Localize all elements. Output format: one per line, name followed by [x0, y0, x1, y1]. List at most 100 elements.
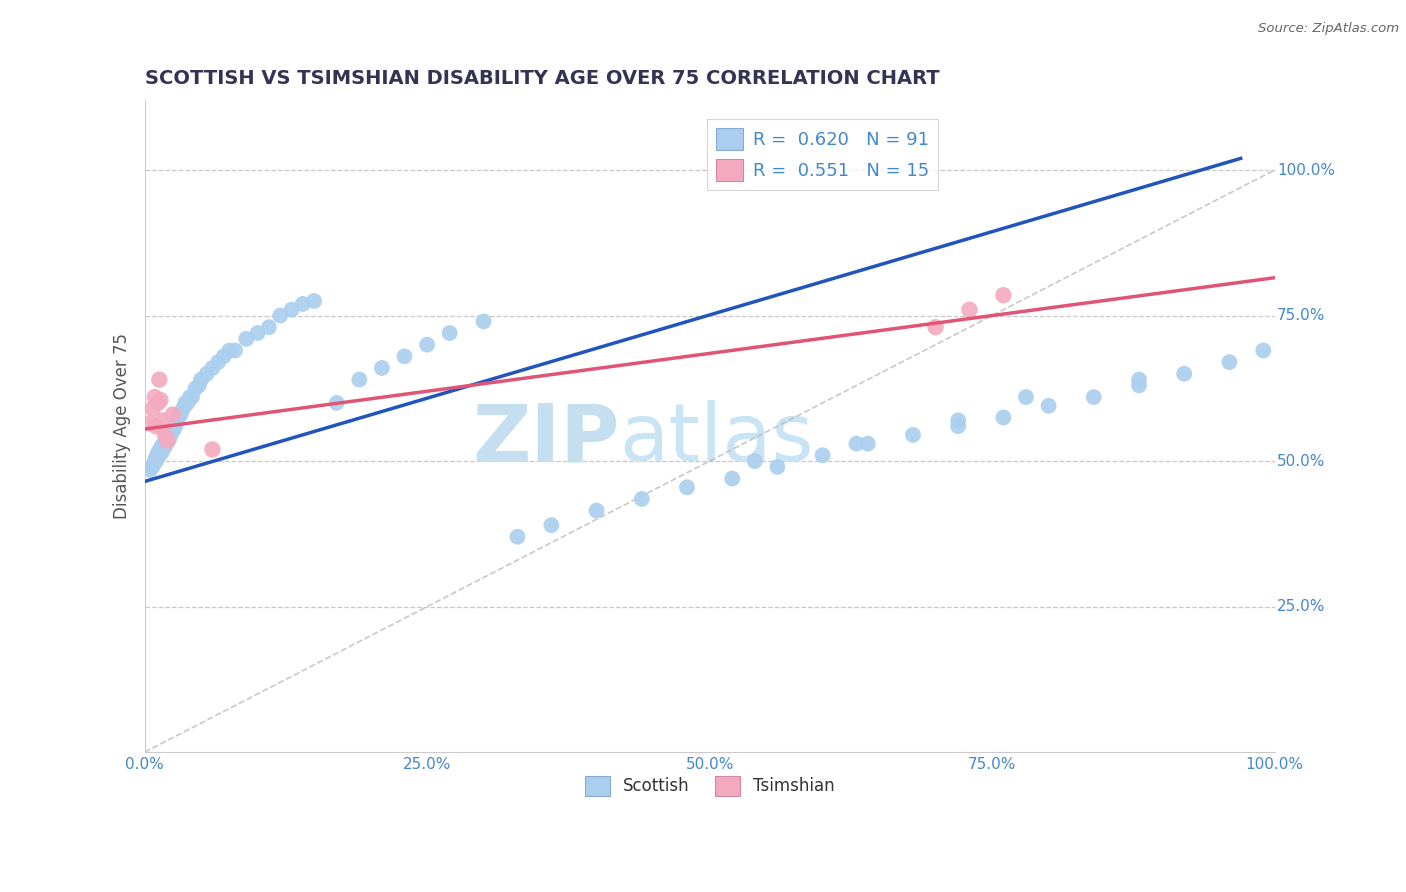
Point	[349, 373, 371, 387]
Point	[630, 491, 652, 506]
Point	[280, 302, 302, 317]
Point	[153, 440, 176, 454]
Point	[152, 413, 174, 427]
Point	[184, 381, 207, 395]
Point	[924, 320, 946, 334]
Point	[901, 428, 924, 442]
Point	[155, 434, 177, 448]
Point	[145, 454, 167, 468]
Point	[218, 343, 240, 358]
Point	[152, 442, 174, 457]
Point	[149, 442, 172, 457]
Point	[156, 434, 179, 448]
Point	[1251, 343, 1274, 358]
Point	[153, 436, 176, 450]
Point	[162, 408, 184, 422]
Point	[149, 392, 172, 407]
Point	[959, 302, 981, 317]
Text: 75.0%: 75.0%	[1277, 308, 1326, 323]
Point	[246, 326, 269, 340]
Point	[195, 367, 218, 381]
Point	[174, 396, 197, 410]
Point	[150, 445, 173, 459]
Point	[325, 396, 347, 410]
Point	[845, 436, 868, 450]
Point	[143, 454, 166, 468]
Point	[585, 503, 607, 517]
Point	[146, 445, 169, 459]
Point	[190, 373, 212, 387]
Point	[159, 428, 181, 442]
Point	[1038, 399, 1060, 413]
Point	[166, 413, 188, 427]
Text: SCOTTISH VS TSIMSHIAN DISABILITY AGE OVER 75 CORRELATION CHART: SCOTTISH VS TSIMSHIAN DISABILITY AGE OVE…	[145, 69, 939, 87]
Point	[212, 349, 235, 363]
Point	[766, 459, 789, 474]
Point	[153, 428, 176, 442]
Point	[472, 314, 495, 328]
Point	[148, 448, 170, 462]
Point	[1128, 373, 1150, 387]
Point	[1128, 378, 1150, 392]
Point	[172, 401, 194, 416]
Point	[146, 448, 169, 462]
Text: 50.0%: 50.0%	[1277, 454, 1326, 468]
Point	[156, 431, 179, 445]
Point	[165, 417, 187, 431]
Point	[146, 448, 169, 462]
Point	[1218, 355, 1240, 369]
Point	[155, 436, 177, 450]
Point	[159, 431, 181, 445]
Point	[156, 434, 179, 448]
Point	[162, 422, 184, 436]
Text: 25.0%: 25.0%	[1277, 599, 1326, 614]
Point	[176, 396, 198, 410]
Point	[148, 445, 170, 459]
Point	[993, 288, 1015, 302]
Text: atlas: atlas	[619, 401, 814, 478]
Point	[148, 373, 170, 387]
Point	[394, 349, 416, 363]
Point	[143, 390, 166, 404]
Point	[371, 361, 394, 376]
Legend: Scottish, Tsimshian: Scottish, Tsimshian	[578, 769, 841, 803]
Point	[139, 417, 162, 431]
Point	[145, 419, 167, 434]
Point	[302, 293, 325, 308]
Point	[744, 454, 766, 468]
Point	[207, 355, 229, 369]
Point	[224, 343, 246, 358]
Point	[146, 451, 169, 466]
Point	[540, 518, 562, 533]
Point	[721, 472, 744, 486]
Point	[150, 442, 173, 457]
Y-axis label: Disability Age Over 75: Disability Age Over 75	[114, 334, 131, 519]
Point	[159, 428, 181, 442]
Point	[157, 434, 180, 448]
Point	[856, 436, 879, 450]
Point	[416, 337, 439, 351]
Point	[139, 463, 162, 477]
Point	[150, 440, 173, 454]
Point	[181, 390, 204, 404]
Point	[153, 436, 176, 450]
Point	[257, 320, 280, 334]
Point	[146, 396, 169, 410]
Point	[1173, 367, 1195, 381]
Point	[167, 408, 190, 422]
Point	[201, 361, 224, 376]
Point	[145, 451, 167, 466]
Point	[142, 457, 165, 471]
Text: ZIP: ZIP	[472, 401, 619, 478]
Point	[179, 390, 201, 404]
Point	[187, 378, 209, 392]
Point	[152, 440, 174, 454]
Point	[439, 326, 461, 340]
Point	[993, 410, 1015, 425]
Point	[160, 425, 183, 439]
Point	[163, 422, 186, 436]
Point	[153, 440, 176, 454]
Point	[149, 445, 172, 459]
Text: Source: ZipAtlas.com: Source: ZipAtlas.com	[1258, 22, 1399, 36]
Point	[141, 459, 163, 474]
